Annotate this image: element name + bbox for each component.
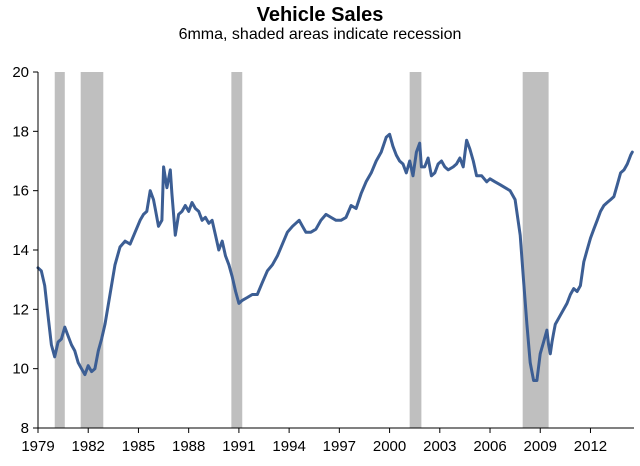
y-tick-label: 18 bbox=[12, 123, 29, 140]
series-lines bbox=[36, 132, 634, 382]
x-tick-label: 1988 bbox=[172, 438, 205, 455]
recession-band-5 bbox=[522, 72, 549, 428]
x-tick-label: 2009 bbox=[524, 438, 557, 455]
recession-band-2 bbox=[80, 72, 104, 428]
y-tick-label: 14 bbox=[12, 242, 29, 259]
y-tick-label: 16 bbox=[12, 183, 29, 200]
x-tick-label: 1997 bbox=[323, 438, 356, 455]
y-tick-label: 12 bbox=[12, 301, 29, 318]
y-tick-label: 8 bbox=[21, 420, 29, 437]
x-tick-label: 1994 bbox=[272, 438, 305, 455]
axes bbox=[33, 71, 634, 433]
x-tick-label: 1979 bbox=[21, 438, 54, 455]
y-tick-label: 10 bbox=[12, 361, 29, 378]
series-line-1 bbox=[36, 132, 634, 382]
y-tick-label: 20 bbox=[12, 64, 29, 81]
x-tick-label: 2003 bbox=[423, 438, 456, 455]
recession-band-1 bbox=[54, 72, 65, 428]
x-tick-label: 2000 bbox=[373, 438, 406, 455]
x-tick-label: 1991 bbox=[222, 438, 255, 455]
x-tick-label: 2012 bbox=[574, 438, 607, 455]
recession-band-4 bbox=[409, 72, 422, 428]
tick-labels: 8 10 12 14 16 18 20 1979 1982 1985 1988 1991 1994 199… bbox=[12, 64, 607, 455]
chart-subtitle: 6mma, shaded areas indicate recession bbox=[178, 26, 462, 43]
x-tick-label: 2006 bbox=[473, 438, 506, 455]
x-tick-label: 1982 bbox=[72, 438, 105, 455]
chart-title: Vehicle Sales bbox=[256, 4, 384, 26]
x-tick-label: 1985 bbox=[122, 438, 155, 455]
recession-band-3 bbox=[231, 72, 243, 428]
recession-bands bbox=[54, 72, 549, 428]
